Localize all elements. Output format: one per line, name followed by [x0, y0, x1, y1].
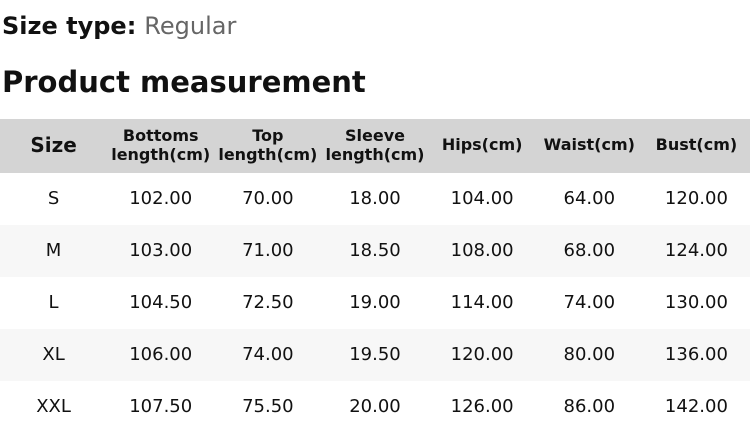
- cell-bust: 124.00: [642, 224, 750, 277]
- cell-bottoms-length: 102.00: [107, 172, 215, 225]
- table-header: Size Bottoms length(cm) Top length(cm) S…: [0, 118, 750, 173]
- cell-top-length: 74.00: [214, 328, 322, 381]
- cell-hips: 120.00: [428, 328, 536, 381]
- cell-size: XL: [0, 328, 108, 381]
- cell-hips: 126.00: [428, 380, 536, 433]
- cell-sleeve-length: 19.00: [321, 276, 429, 329]
- size-type-value: Regular: [144, 12, 237, 40]
- cell-sleeve-length: 18.00: [321, 172, 429, 225]
- cell-size: S: [0, 172, 108, 225]
- cell-hips: 108.00: [428, 224, 536, 277]
- cell-top-length: 75.50: [214, 380, 322, 433]
- cell-bottoms-length: 107.50: [107, 380, 215, 433]
- cell-sleeve-length: 20.00: [321, 380, 429, 433]
- cell-hips: 104.00: [428, 172, 536, 225]
- cell-bust: 136.00: [642, 328, 750, 381]
- row-m: M 103.00 71.00 18.50 108.00 68.00 124.00: [0, 224, 750, 277]
- cell-bust: 120.00: [642, 172, 750, 225]
- row-l: L 104.50 72.50 19.00 114.00 74.00 130.00: [0, 276, 750, 329]
- col-header-hips: Hips(cm): [428, 118, 536, 173]
- cell-top-length: 71.00: [214, 224, 322, 277]
- cell-hips: 114.00: [428, 276, 536, 329]
- cell-waist: 86.00: [535, 380, 643, 433]
- table-body: S 102.00 70.00 18.00 104.00 64.00 120.00…: [0, 172, 750, 433]
- col-header-sleeve-length: Sleeve length(cm): [321, 118, 429, 173]
- cell-size: L: [0, 276, 108, 329]
- col-header-top-length: Top length(cm): [214, 118, 322, 173]
- cell-bust: 130.00: [642, 276, 750, 329]
- cell-waist: 80.00: [535, 328, 643, 381]
- cell-size: M: [0, 224, 108, 277]
- cell-bottoms-length: 104.50: [107, 276, 215, 329]
- col-header-waist: Waist(cm): [535, 118, 643, 173]
- cell-waist: 74.00: [535, 276, 643, 329]
- cell-waist: 68.00: [535, 224, 643, 277]
- cell-top-length: 72.50: [214, 276, 322, 329]
- cell-bottoms-length: 106.00: [107, 328, 215, 381]
- header-row: Size Bottoms length(cm) Top length(cm) S…: [0, 118, 750, 173]
- cell-sleeve-length: 18.50: [321, 224, 429, 277]
- row-s: S 102.00 70.00 18.00 104.00 64.00 120.00: [0, 172, 750, 225]
- cell-bust: 142.00: [642, 380, 750, 433]
- col-header-bust: Bust(cm): [642, 118, 750, 173]
- cell-sleeve-length: 19.50: [321, 328, 429, 381]
- cell-top-length: 70.00: [214, 172, 322, 225]
- cell-size: XXL: [0, 380, 108, 433]
- product-measurement-table: Size Bottoms length(cm) Top length(cm) S…: [0, 118, 750, 433]
- size-type-label: Size type:: [2, 12, 137, 40]
- col-header-size: Size: [0, 118, 108, 173]
- row-xxl: XXL 107.50 75.50 20.00 126.00 86.00 142.…: [0, 380, 750, 433]
- row-xl: XL 106.00 74.00 19.50 120.00 80.00 136.0…: [0, 328, 750, 381]
- cell-bottoms-length: 103.00: [107, 224, 215, 277]
- size-type-line: Size type: Regular: [2, 12, 750, 41]
- page-title: Product measurement: [2, 64, 366, 99]
- cell-waist: 64.00: [535, 172, 643, 225]
- col-header-bottoms-length: Bottoms length(cm): [107, 118, 215, 173]
